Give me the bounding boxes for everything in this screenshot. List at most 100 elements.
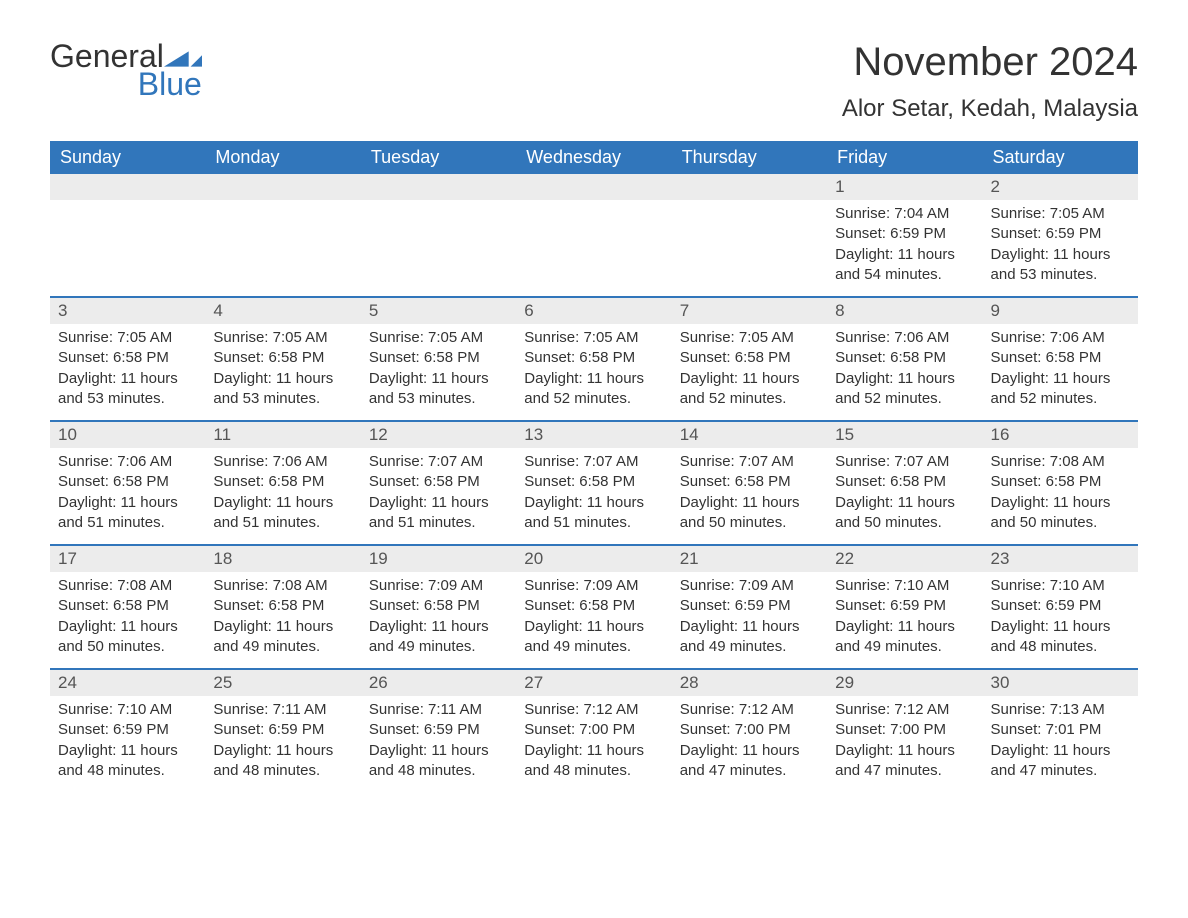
day-data: Sunrise: 7:06 AMSunset: 6:58 PMDaylight:… xyxy=(205,448,360,541)
day-data: Sunrise: 7:07 AMSunset: 6:58 PMDaylight:… xyxy=(516,448,671,541)
day-data xyxy=(205,200,360,280)
daylight-line: Daylight: 11 hours and 51 minutes. xyxy=(58,493,197,534)
sunset-line: Sunset: 7:01 PM xyxy=(991,720,1130,740)
day-cell-15: 15Sunrise: 7:07 AMSunset: 6:58 PMDayligh… xyxy=(827,422,982,544)
dayheader-wednesday: Wednesday xyxy=(516,141,671,174)
sunset-line: Sunset: 6:59 PM xyxy=(58,720,197,740)
day-number xyxy=(516,174,671,200)
day-data: Sunrise: 7:09 AMSunset: 6:59 PMDaylight:… xyxy=(672,572,827,665)
daylight-line: Daylight: 11 hours and 53 minutes. xyxy=(58,369,197,410)
day-cell-6: 6Sunrise: 7:05 AMSunset: 6:58 PMDaylight… xyxy=(516,298,671,420)
day-data: Sunrise: 7:05 AMSunset: 6:58 PMDaylight:… xyxy=(205,324,360,417)
logo-icon xyxy=(164,44,202,68)
day-number: 25 xyxy=(205,670,360,696)
sunrise-line: Sunrise: 7:11 AM xyxy=(213,700,352,720)
sunrise-line: Sunrise: 7:07 AM xyxy=(680,452,819,472)
week-row: 10Sunrise: 7:06 AMSunset: 6:58 PMDayligh… xyxy=(50,420,1138,544)
sunset-line: Sunset: 6:58 PM xyxy=(835,348,974,368)
day-data: Sunrise: 7:04 AMSunset: 6:59 PMDaylight:… xyxy=(827,200,982,293)
empty-cell xyxy=(50,174,205,296)
daylight-line: Daylight: 11 hours and 48 minutes. xyxy=(524,741,663,782)
daylight-line: Daylight: 11 hours and 49 minutes. xyxy=(524,617,663,658)
day-cell-28: 28Sunrise: 7:12 AMSunset: 7:00 PMDayligh… xyxy=(672,670,827,792)
logo: General Blue xyxy=(50,40,202,100)
day-number: 5 xyxy=(361,298,516,324)
logo-text: General Blue xyxy=(50,40,202,100)
sunset-line: Sunset: 6:58 PM xyxy=(369,596,508,616)
sunrise-line: Sunrise: 7:06 AM xyxy=(58,452,197,472)
day-cell-7: 7Sunrise: 7:05 AMSunset: 6:58 PMDaylight… xyxy=(672,298,827,420)
dayheader-sunday: Sunday xyxy=(50,141,205,174)
daylight-line: Daylight: 11 hours and 47 minutes. xyxy=(680,741,819,782)
day-number xyxy=(50,174,205,200)
day-number: 8 xyxy=(827,298,982,324)
day-number: 22 xyxy=(827,546,982,572)
day-data: Sunrise: 7:12 AMSunset: 7:00 PMDaylight:… xyxy=(672,696,827,789)
sunset-line: Sunset: 6:58 PM xyxy=(524,596,663,616)
calendar-body: 1Sunrise: 7:04 AMSunset: 6:59 PMDaylight… xyxy=(50,174,1138,792)
day-number: 26 xyxy=(361,670,516,696)
daylight-line: Daylight: 11 hours and 50 minutes. xyxy=(991,493,1130,534)
day-cell-3: 3Sunrise: 7:05 AMSunset: 6:58 PMDaylight… xyxy=(50,298,205,420)
daylight-line: Daylight: 11 hours and 52 minutes. xyxy=(991,369,1130,410)
sunrise-line: Sunrise: 7:05 AM xyxy=(213,328,352,348)
daylight-line: Daylight: 11 hours and 47 minutes. xyxy=(991,741,1130,782)
empty-cell xyxy=(205,174,360,296)
month-title: November 2024 xyxy=(842,40,1138,85)
week-row: 24Sunrise: 7:10 AMSunset: 6:59 PMDayligh… xyxy=(50,668,1138,792)
sunrise-line: Sunrise: 7:06 AM xyxy=(835,328,974,348)
sunrise-line: Sunrise: 7:07 AM xyxy=(369,452,508,472)
sunrise-line: Sunrise: 7:09 AM xyxy=(680,576,819,596)
daylight-line: Daylight: 11 hours and 50 minutes. xyxy=(835,493,974,534)
sunset-line: Sunset: 6:59 PM xyxy=(835,596,974,616)
sunset-line: Sunset: 6:58 PM xyxy=(369,348,508,368)
daylight-line: Daylight: 11 hours and 53 minutes. xyxy=(991,245,1130,286)
day-data xyxy=(361,200,516,280)
sunset-line: Sunset: 6:59 PM xyxy=(213,720,352,740)
sunrise-line: Sunrise: 7:08 AM xyxy=(991,452,1130,472)
sunset-line: Sunset: 6:58 PM xyxy=(213,596,352,616)
daylight-line: Daylight: 11 hours and 51 minutes. xyxy=(524,493,663,534)
day-number xyxy=(361,174,516,200)
day-number: 12 xyxy=(361,422,516,448)
sunrise-line: Sunrise: 7:09 AM xyxy=(524,576,663,596)
daylight-line: Daylight: 11 hours and 49 minutes. xyxy=(369,617,508,658)
day-data xyxy=(50,200,205,280)
day-cell-26: 26Sunrise: 7:11 AMSunset: 6:59 PMDayligh… xyxy=(361,670,516,792)
day-data: Sunrise: 7:05 AMSunset: 6:58 PMDaylight:… xyxy=(361,324,516,417)
day-cell-8: 8Sunrise: 7:06 AMSunset: 6:58 PMDaylight… xyxy=(827,298,982,420)
day-data: Sunrise: 7:10 AMSunset: 6:59 PMDaylight:… xyxy=(983,572,1138,665)
daylight-line: Daylight: 11 hours and 54 minutes. xyxy=(835,245,974,286)
daylight-line: Daylight: 11 hours and 48 minutes. xyxy=(991,617,1130,658)
day-data: Sunrise: 7:11 AMSunset: 6:59 PMDaylight:… xyxy=(361,696,516,789)
day-data: Sunrise: 7:08 AMSunset: 6:58 PMDaylight:… xyxy=(983,448,1138,541)
sunrise-line: Sunrise: 7:10 AM xyxy=(835,576,974,596)
day-number: 10 xyxy=(50,422,205,448)
day-cell-23: 23Sunrise: 7:10 AMSunset: 6:59 PMDayligh… xyxy=(983,546,1138,668)
day-number: 4 xyxy=(205,298,360,324)
day-number: 11 xyxy=(205,422,360,448)
day-number: 23 xyxy=(983,546,1138,572)
sunset-line: Sunset: 6:58 PM xyxy=(991,348,1130,368)
day-number: 28 xyxy=(672,670,827,696)
day-number: 27 xyxy=(516,670,671,696)
sunset-line: Sunset: 7:00 PM xyxy=(524,720,663,740)
day-data: Sunrise: 7:12 AMSunset: 7:00 PMDaylight:… xyxy=(516,696,671,789)
daylight-line: Daylight: 11 hours and 49 minutes. xyxy=(835,617,974,658)
day-number: 2 xyxy=(983,174,1138,200)
day-cell-12: 12Sunrise: 7:07 AMSunset: 6:58 PMDayligh… xyxy=(361,422,516,544)
sunset-line: Sunset: 6:58 PM xyxy=(680,472,819,492)
day-cell-14: 14Sunrise: 7:07 AMSunset: 6:58 PMDayligh… xyxy=(672,422,827,544)
location: Alor Setar, Kedah, Malaysia xyxy=(842,95,1138,123)
sunset-line: Sunset: 6:58 PM xyxy=(835,472,974,492)
sunrise-line: Sunrise: 7:05 AM xyxy=(991,204,1130,224)
day-cell-19: 19Sunrise: 7:09 AMSunset: 6:58 PMDayligh… xyxy=(361,546,516,668)
day-data: Sunrise: 7:05 AMSunset: 6:58 PMDaylight:… xyxy=(50,324,205,417)
sunrise-line: Sunrise: 7:10 AM xyxy=(58,700,197,720)
week-row: 1Sunrise: 7:04 AMSunset: 6:59 PMDaylight… xyxy=(50,174,1138,296)
day-number xyxy=(672,174,827,200)
day-number: 21 xyxy=(672,546,827,572)
day-cell-22: 22 Sunrise: 7:10 AMSunset: 6:59 PMDayligh… xyxy=(827,546,982,668)
dayheader-saturday: Saturday xyxy=(983,141,1138,174)
daylight-line: Daylight: 11 hours and 52 minutes. xyxy=(524,369,663,410)
